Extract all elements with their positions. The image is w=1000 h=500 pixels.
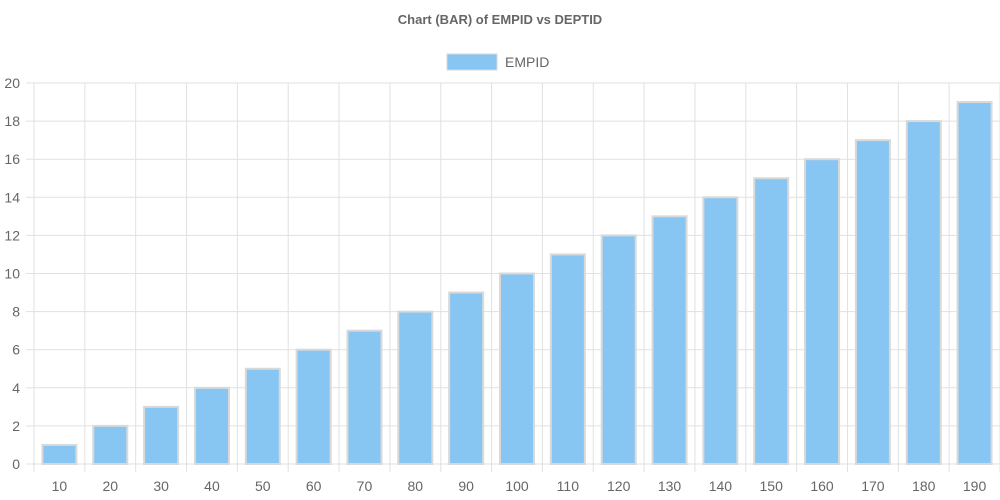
x-tick-label: 60 — [306, 478, 322, 494]
bar-10[interactable] — [41, 443, 78, 466]
x-tick-label: 150 — [760, 478, 784, 494]
y-tick-label: 0 — [12, 456, 20, 472]
bar-120[interactable] — [600, 234, 637, 465]
bar-20[interactable] — [92, 424, 129, 465]
bar-130[interactable] — [651, 215, 688, 465]
x-tick-label: 110 — [557, 478, 580, 494]
x-tick-label: 170 — [861, 478, 885, 494]
x-tick-label: 20 — [102, 478, 118, 494]
x-tick-label: 70 — [357, 478, 373, 494]
y-tick-label: 6 — [12, 342, 20, 358]
y-axis: 0 2 4 6 8 10 12 14 16 18 20 — [4, 75, 34, 472]
y-tick-label: 4 — [12, 380, 20, 396]
chart-legend[interactable]: EMPID — [446, 53, 549, 71]
bar-170[interactable] — [854, 139, 891, 465]
bar-70[interactable] — [346, 329, 383, 465]
x-tick-label: 40 — [204, 478, 220, 494]
y-tick-label: 14 — [4, 189, 20, 205]
x-tick-label: 120 — [607, 478, 631, 494]
bar-160[interactable] — [804, 158, 841, 465]
bar-190[interactable] — [956, 101, 993, 466]
bar-150[interactable] — [753, 177, 790, 465]
bar-80[interactable] — [397, 310, 434, 465]
legend-label-empid: EMPID — [505, 54, 549, 70]
bar-50[interactable] — [244, 367, 281, 465]
bar-30[interactable] — [143, 405, 180, 466]
chart-title: Chart (BAR) of EMPID vs DEPTID — [398, 12, 602, 27]
y-tick-label: 8 — [12, 304, 20, 320]
bar-series-empid — [41, 101, 993, 466]
bar-100[interactable] — [499, 272, 535, 465]
bar-140[interactable] — [702, 196, 739, 466]
x-tick-label: 130 — [658, 478, 682, 494]
x-tick-label: 50 — [255, 478, 271, 494]
bar-110[interactable] — [549, 253, 586, 465]
x-tick-label: 180 — [912, 478, 936, 494]
bar-180[interactable] — [905, 120, 942, 465]
x-axis: 10 20 30 40 50 60 70 80 90 100 110 120 130 140 150 160 1… — [52, 478, 987, 494]
y-tick-label: 10 — [4, 266, 20, 282]
bar-90[interactable] — [448, 291, 485, 465]
y-tick-label: 2 — [12, 418, 20, 434]
x-tick-label: 140 — [709, 478, 733, 494]
x-tick-label: 160 — [810, 478, 834, 494]
x-tick-label: 100 — [505, 478, 529, 494]
x-tick-label: 90 — [458, 478, 474, 494]
legend-swatch-empid — [446, 53, 498, 71]
y-tick-label: 16 — [4, 151, 20, 167]
x-tick-label: 80 — [408, 478, 424, 494]
bar-60[interactable] — [295, 348, 332, 466]
grid-lines — [33, 82, 1000, 472]
y-tick-label: 18 — [4, 113, 20, 129]
x-tick-label: 190 — [963, 478, 987, 494]
bar-40[interactable] — [193, 386, 230, 465]
x-tick-label: 30 — [153, 478, 169, 494]
y-tick-label: 12 — [4, 227, 20, 243]
x-tick-label: 10 — [52, 478, 68, 494]
y-tick-label: 20 — [4, 75, 20, 91]
